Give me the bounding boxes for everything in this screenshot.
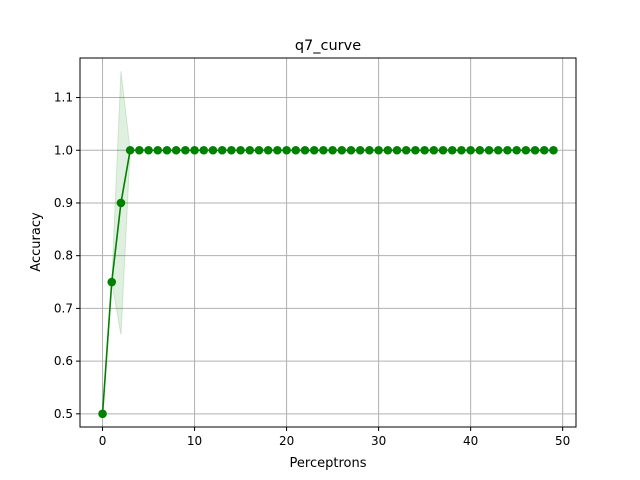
y-tick-label: 0.5 — [54, 407, 73, 421]
x-tick-label: 40 — [463, 434, 478, 448]
data-point — [512, 145, 521, 155]
data-point — [208, 145, 218, 155]
data-point — [503, 145, 512, 155]
data-point — [420, 145, 429, 155]
chart-title: q7_curve — [295, 38, 361, 54]
data-point — [116, 198, 126, 208]
x-tick-label: 0 — [99, 434, 107, 448]
data-point — [383, 145, 393, 155]
data-point — [539, 145, 549, 155]
series-markers — [98, 145, 558, 419]
data-point — [144, 145, 153, 155]
data-point — [401, 145, 411, 155]
y-axis-label: Accuracy — [29, 212, 44, 272]
data-point — [300, 145, 310, 155]
data-point — [319, 145, 328, 155]
data-point — [227, 145, 236, 155]
data-point — [254, 145, 264, 155]
data-point — [263, 145, 273, 155]
data-point — [355, 145, 365, 155]
data-point — [365, 145, 374, 155]
data-point — [236, 145, 245, 155]
y-tick-label: 0.6 — [54, 354, 73, 368]
x-axis-ticks: 0 10 20 30 40 50 — [99, 427, 570, 448]
x-axis-label: Perceptrons — [290, 456, 367, 471]
data-point — [392, 145, 402, 155]
data-point — [135, 145, 144, 155]
y-tick-label: 0.8 — [54, 249, 73, 263]
line-path — [101, 149, 554, 414]
confidence-band — [102, 71, 554, 414]
data-point — [337, 145, 347, 155]
data-point — [328, 145, 337, 155]
data-point — [530, 145, 540, 155]
data-point — [273, 145, 282, 155]
data-point — [98, 409, 107, 419]
data-point — [457, 145, 466, 155]
data-point — [245, 145, 255, 155]
plot-frame — [79, 57, 577, 428]
data-point — [171, 145, 181, 155]
data-point — [429, 145, 439, 155]
data-point — [411, 145, 420, 155]
x-tick-label: 10 — [187, 434, 202, 448]
data-point — [162, 145, 172, 155]
data-point — [309, 145, 319, 155]
data-point — [521, 145, 531, 155]
y-tick-label: 0.9 — [54, 196, 73, 210]
data-point — [190, 145, 199, 155]
data-point — [447, 145, 457, 155]
data-point — [125, 145, 135, 155]
band-area — [102, 71, 554, 414]
data-point — [484, 145, 494, 155]
x-tick-label: 30 — [371, 434, 386, 448]
y-tick-label: 1.0 — [54, 143, 73, 157]
data-point — [475, 145, 485, 155]
data-point — [438, 145, 448, 155]
data-point — [282, 145, 291, 155]
data-point — [153, 145, 163, 155]
data-point — [291, 145, 301, 155]
y-tick-label: 1.1 — [54, 91, 73, 105]
y-axis-ticks: 0.5 0.6 0.7 0.8 0.9 1.0 1.1 — [54, 91, 80, 421]
x-tick-label: 50 — [555, 434, 570, 448]
data-point — [374, 145, 383, 155]
data-point — [217, 145, 227, 155]
data-point — [181, 145, 190, 155]
data-point — [346, 145, 356, 155]
data-point — [199, 145, 209, 155]
data-point — [107, 277, 117, 287]
y-tick-label: 0.7 — [54, 301, 73, 315]
data-point — [549, 145, 558, 155]
data-point — [466, 145, 475, 155]
grid-lines — [80, 58, 576, 427]
series-line — [101, 149, 554, 414]
data-point — [493, 145, 503, 155]
x-tick-label: 20 — [279, 434, 294, 448]
